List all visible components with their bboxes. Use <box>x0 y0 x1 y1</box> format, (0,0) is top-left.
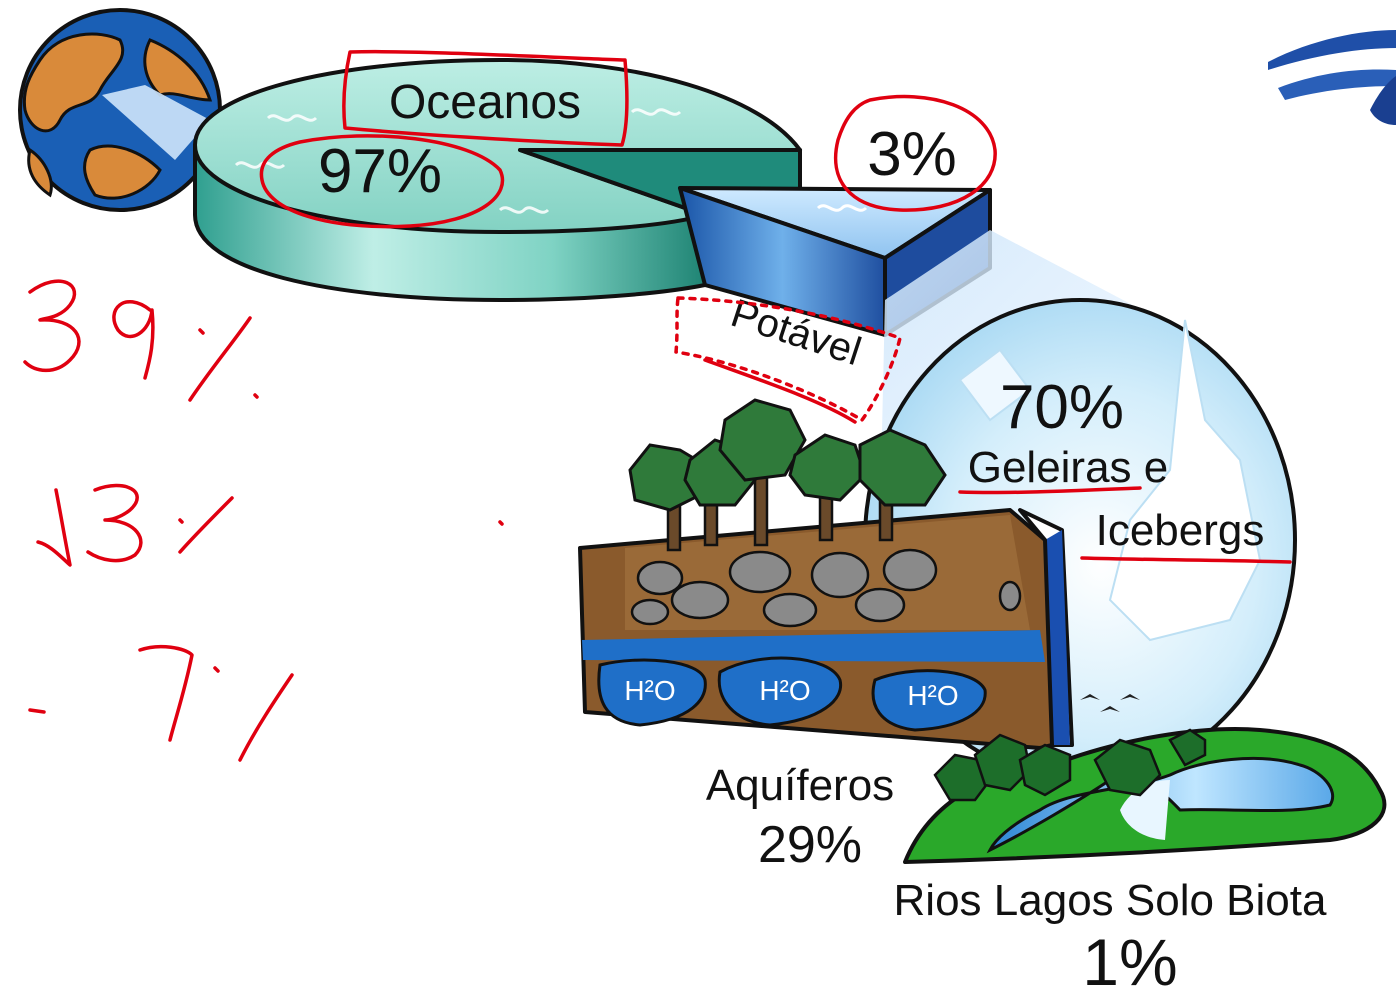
glaciers-percent: 70% <box>1000 373 1124 442</box>
aquifers-percent: 29% <box>758 816 862 874</box>
potavel-box-annotation <box>674 296 902 422</box>
handwritten-13-percent <box>36 488 72 567</box>
icebergs-underline-annotation <box>1080 556 1292 564</box>
oceans-percent: 97% <box>318 137 442 206</box>
forest-trees <box>628 398 947 552</box>
surface-percent: 1% <box>1082 925 1177 995</box>
potavel-underline-annotation <box>703 358 857 424</box>
geleiras-underline-annotation <box>958 486 1142 495</box>
oceans-label: Oceanos <box>389 76 581 129</box>
handwritten-annotations <box>23 49 1292 762</box>
aquifers-label: Aquíferos <box>706 761 894 810</box>
glaciers-label-line2: Icebergs <box>1096 506 1265 555</box>
fresh-water-slice <box>678 186 992 337</box>
handwritten-39-percent <box>23 279 81 373</box>
handwritten-7-percent <box>28 708 46 714</box>
water-tag-2: H²O <box>759 675 810 706</box>
percent-3-circle-annotation <box>833 94 997 212</box>
glaciers-label-line1: Geleiras e <box>968 443 1169 492</box>
aquifer-block <box>578 508 1054 750</box>
water-tag-1: H²O <box>624 675 675 706</box>
globe-projection-beam <box>102 85 210 160</box>
percent-97-circle-annotation <box>259 134 505 229</box>
oceanos-box-annotation <box>342 49 629 147</box>
labels: Oceanos 97% 3% Potável 70% Geleiras e Ic… <box>318 76 1327 999</box>
swoosh-logo-icon <box>1268 30 1396 125</box>
water-tag-3: H²O <box>907 680 958 711</box>
surface-water-landscape <box>903 727 1387 864</box>
surface-label: Rios Lagos Solo Biota <box>894 876 1327 925</box>
oceans-slice <box>193 58 802 302</box>
fresh-percent: 3% <box>867 120 957 189</box>
